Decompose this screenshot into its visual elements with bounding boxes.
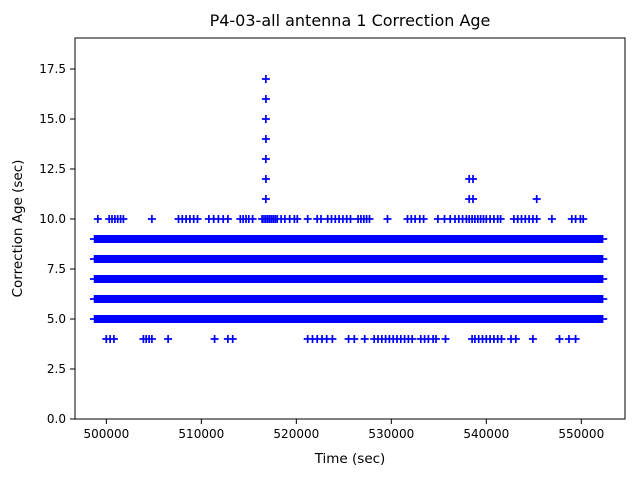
scatter-series bbox=[89, 75, 608, 343]
y-tick-label: 10.0 bbox=[39, 212, 66, 226]
dense-band bbox=[93, 255, 604, 263]
plot-border bbox=[74, 37, 626, 420]
x-tick-label: 530000 bbox=[368, 427, 414, 441]
chart-title: P4-03-all antenna 1 Correction Age bbox=[210, 11, 491, 30]
dense-band bbox=[93, 275, 604, 283]
plus-markers-y17 bbox=[261, 75, 270, 83]
y-tick-label: 12.5 bbox=[39, 162, 66, 176]
y-tick-label: 15.0 bbox=[39, 112, 66, 126]
plus-markers-y4 bbox=[102, 335, 580, 343]
y-axis-label: Correction Age (sec) bbox=[10, 160, 26, 298]
y-tick-label: 2.5 bbox=[47, 362, 66, 376]
dense-band bbox=[93, 315, 604, 323]
plus-markers-y15 bbox=[261, 115, 270, 123]
plus-markers-y11 bbox=[261, 195, 541, 203]
x-tick-label: 550000 bbox=[558, 427, 604, 441]
y-axis-ticks: 0.0 2.5 5.0 7.5 10.0 12.5 15.0 17.5 bbox=[39, 62, 75, 426]
y-tick-label: 17.5 bbox=[39, 62, 66, 76]
y-tick-label: 0.0 bbox=[47, 412, 66, 426]
plus-markers-y14 bbox=[261, 135, 270, 143]
x-axis-ticks: 500000 510000 520000 530000 540000 550000 bbox=[83, 419, 604, 441]
plus-markers-y16 bbox=[261, 95, 270, 103]
dense-band bbox=[93, 295, 604, 303]
x-tick-label: 520000 bbox=[273, 427, 319, 441]
x-axis-label: Time (sec) bbox=[314, 451, 386, 467]
plus-markers-y12 bbox=[261, 175, 477, 183]
plus-markers-y10 bbox=[93, 215, 588, 223]
y-tick-label: 7.5 bbox=[47, 262, 66, 276]
x-tick-label: 540000 bbox=[463, 427, 509, 441]
x-tick-label: 500000 bbox=[83, 427, 129, 441]
y-tick-label: 5.0 bbox=[47, 312, 66, 326]
x-tick-label: 510000 bbox=[178, 427, 224, 441]
dense-band bbox=[93, 235, 604, 243]
plus-markers-y13 bbox=[261, 155, 270, 163]
